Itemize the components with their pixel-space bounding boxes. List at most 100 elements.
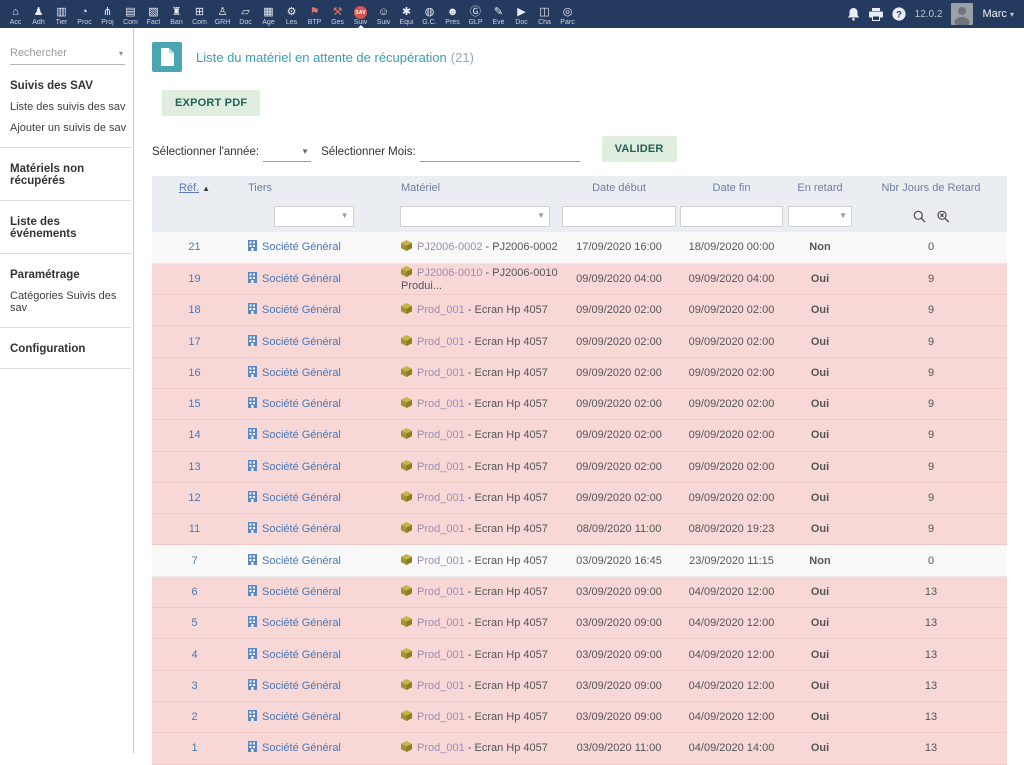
date-debut-filter-input[interactable] [562,206,675,227]
sort-ref-header[interactable]: Réf. [179,182,199,194]
tiers-link[interactable]: Société Général [262,586,341,598]
tiers-filter-select[interactable]: ▼ [274,206,354,227]
nav-item-calendar[interactable]: ▦Age [257,0,280,28]
nav-item-process[interactable]: ◔Proc [73,0,96,28]
materiel-link[interactable]: Prod_001 [417,586,465,598]
tiers-link[interactable]: Société Général [262,304,341,316]
validate-button[interactable]: VALIDER [602,136,677,162]
materiel-filter-select[interactable]: ▼ [400,206,550,227]
print-icon[interactable] [869,8,883,21]
nav-item-attendance[interactable]: ☻Prés [441,0,464,28]
nav-item-home[interactable]: ⌂Acc [4,0,27,28]
ref-link[interactable]: 18 [188,304,200,316]
materiel-link[interactable]: Prod_001 [417,523,465,535]
ref-link[interactable]: 7 [191,555,197,567]
sidebar-item[interactable]: Liste des suivis des sav [10,101,127,113]
materiel-link[interactable]: Prod_001 [417,649,465,661]
materiel-header[interactable]: Matériel [390,176,560,200]
date-fin-filter-input[interactable] [680,206,783,227]
nav-item-chart[interactable]: ◫Cha [533,0,556,28]
materiel-link[interactable]: Prod_001 [417,492,465,504]
clear-filter-icon[interactable] [936,210,950,223]
nav-item-building[interactable]: ▥Tier [50,0,73,28]
sidebar-search-select[interactable]: Rechercher ▾ [10,44,125,65]
tiers-link[interactable]: Société Général [262,649,341,661]
en-retard-filter-select[interactable]: ▼ [788,206,852,227]
nav-item-media[interactable]: ▶Doc [510,0,533,28]
help-icon[interactable]: ? [892,7,906,21]
notifications-bell-icon[interactable] [847,7,860,21]
tiers-link[interactable]: Société Général [262,336,341,348]
materiel-link[interactable]: PJ2006-0002 [417,241,482,253]
ref-link[interactable]: 19 [188,273,200,285]
materiel-link[interactable]: Prod_001 [417,367,465,379]
materiel-link[interactable]: Prod_001 [417,304,465,316]
nav-item-briefcase[interactable]: ▤Com [119,0,142,28]
sidebar-section-title[interactable]: Suivis des SAV [10,80,127,92]
tiers-link[interactable]: Société Général [262,367,341,379]
materiel-link[interactable]: Prod_001 [417,461,465,473]
materiel-link[interactable]: Prod_001 [417,398,465,410]
ref-link[interactable]: 4 [191,649,197,661]
ref-link[interactable]: 6 [191,586,197,598]
nav-item-wrench[interactable]: ⚙Les [280,0,303,28]
tiers-link[interactable]: Société Général [262,492,341,504]
user-menu[interactable]: Marc ▾ [982,8,1014,20]
search-icon[interactable] [913,210,926,223]
ref-link[interactable]: 16 [188,367,200,379]
tiers-link[interactable]: Société Général [262,680,341,692]
materiel-link[interactable]: PJ2006-0010 [417,267,482,279]
nav-item-accounting[interactable]: ⊞Com [188,0,211,28]
materiel-link[interactable]: Prod_001 [417,711,465,723]
nav-item-invoices[interactable]: ▧Fact [142,0,165,28]
en-retard-header[interactable]: En retard [785,176,855,200]
sidebar-section-title[interactable]: Paramétrage [10,269,127,281]
tiers-link[interactable]: Société Général [262,461,341,473]
nav-item-parc[interactable]: ◎Parc [556,0,579,28]
materiel-link[interactable]: Prod_001 [417,555,465,567]
nav-item-person-pin[interactable]: ☺Suiv [372,0,395,28]
ref-link[interactable]: 14 [188,429,200,441]
materiel-link[interactable]: Prod_001 [417,680,465,692]
ref-link[interactable]: 5 [191,617,197,629]
nav-item-events[interactable]: ✎Evé [487,0,510,28]
date-debut-header[interactable]: Date début [560,176,678,200]
nav-item-globe[interactable]: ◍G.C. [418,0,441,28]
nav-item-sav-badge[interactable]: SAVSuiv [349,0,372,28]
year-select[interactable]: ▼ [263,144,311,162]
nav-item-projects[interactable]: ⋔Proj [96,0,119,28]
nav-item-hr-person[interactable]: ♙GRH [211,0,234,28]
month-input[interactable] [420,144,580,162]
ref-link[interactable]: 21 [188,241,200,253]
ref-link[interactable]: 11 [189,523,200,535]
nbr-jours-header[interactable]: Nbr Jours de Retard [855,176,1007,200]
tiers-link[interactable]: Société Général [262,555,341,567]
nav-item-bank[interactable]: ♜Ban [165,0,188,28]
nav-item-folder[interactable]: ▱Doc [234,0,257,28]
sidebar-section-title[interactable]: Liste des événements [10,216,127,240]
nav-item-crane[interactable]: ⚑BTP [303,0,326,28]
date-fin-header[interactable]: Date fin [678,176,785,200]
materiel-link[interactable]: Prod_001 [417,617,465,629]
sidebar-item[interactable]: Catégories Suivis des sav [10,290,127,314]
tiers-link[interactable]: Société Général [262,241,341,253]
tiers-link[interactable]: Société Général [262,617,341,629]
materiel-link[interactable]: Prod_001 [417,429,465,441]
materiel-link[interactable]: Prod_001 [417,336,465,348]
nav-item-glpi[interactable]: ⒼGLP [464,0,487,28]
tiers-header[interactable]: Tiers [237,176,390,200]
tiers-link[interactable]: Société Général [262,711,341,723]
tiers-link[interactable]: Société Général [262,523,341,535]
tiers-link[interactable]: Société Général [262,398,341,410]
sidebar-section-title[interactable]: Matériels non récupérés [10,163,127,187]
ref-link[interactable]: 13 [188,461,200,473]
nav-item-members[interactable]: ♟Adh [27,0,50,28]
sidebar-section-title[interactable]: Configuration [10,343,127,355]
user-avatar[interactable] [951,3,973,25]
export-pdf-button[interactable]: EXPORT PDF [162,90,260,116]
ref-link[interactable]: 15 [188,398,200,410]
tiers-link[interactable]: Société Général [262,429,341,441]
ref-link[interactable]: 2 [191,711,197,723]
sidebar-item[interactable]: Ajouter un suivis de sav [10,122,127,134]
ref-link[interactable]: 12 [188,492,200,504]
